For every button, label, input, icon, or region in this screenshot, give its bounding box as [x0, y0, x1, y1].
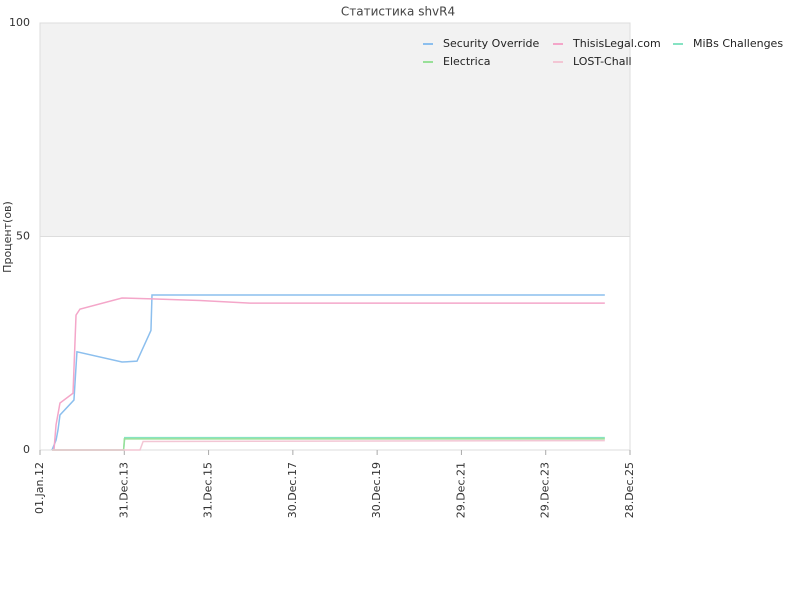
legend-label: LOST-Chall — [573, 55, 632, 68]
legend-item: LOST-Chall — [553, 55, 632, 68]
x-tick-label: 31.Dec.15 — [202, 462, 215, 518]
legend-label: MiBs Challenges — [693, 37, 783, 50]
series-line — [53, 297, 605, 451]
x-tick-label: 30.Dec.17 — [286, 462, 299, 518]
legend-item: ThisisLegal.com — [553, 37, 661, 50]
legend-item: MiBs Challenges — [673, 37, 783, 50]
chart-title: Статистика shvR4 — [341, 5, 455, 19]
x-tick-label: 30.Dec.19 — [370, 462, 383, 518]
x-tick-label: 28.Dec.25 — [623, 462, 636, 518]
legend-label: Security Override — [443, 37, 539, 50]
y-tick-label: 50 — [16, 230, 30, 243]
x-tick-label: 29.Dec.21 — [454, 462, 467, 518]
plot-band — [40, 23, 630, 237]
series-line — [52, 439, 605, 451]
x-tick-label: 01.Jan.12 — [33, 462, 46, 514]
legend-item: Security Override — [423, 37, 539, 50]
y-axis-title: Процент(ов) — [1, 201, 14, 273]
legend-label: Electrica — [443, 55, 491, 68]
y-tick-label: 100 — [9, 16, 30, 29]
y-tick-label: 0 — [23, 443, 30, 456]
x-tick-label: 31.Dec.13 — [117, 462, 130, 518]
legend-label: ThisisLegal.com — [572, 37, 661, 50]
x-tick-label: 29.Dec.23 — [539, 462, 552, 518]
legend-item: Electrica — [423, 55, 491, 68]
series-line — [51, 294, 605, 451]
